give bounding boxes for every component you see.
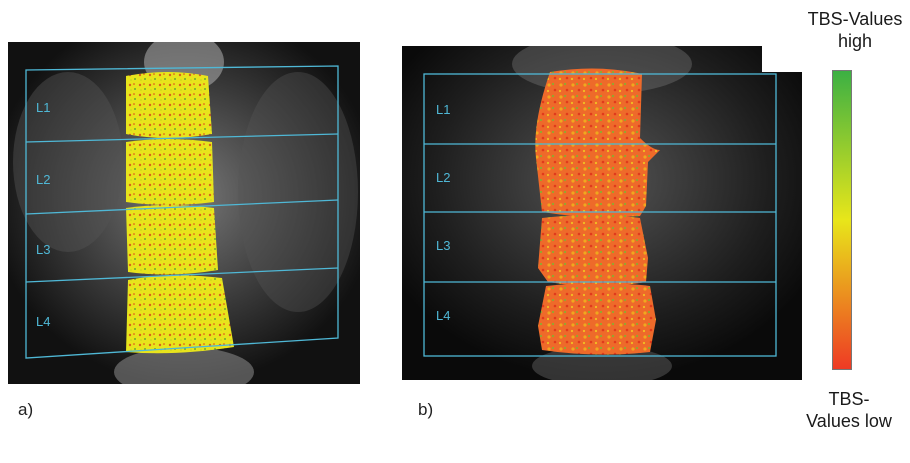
roi-label-l3: L3 [436, 238, 450, 253]
roi-label-l4: L4 [436, 308, 450, 323]
roi-label-l1: L1 [436, 102, 450, 117]
roi-label-l2: L2 [436, 170, 450, 185]
panel-label-b: b) [418, 400, 434, 419]
roi-label-l2: L2 [36, 172, 50, 187]
tbs-color-scale [832, 70, 852, 370]
scan-image-a: L1 L2 L3 L4 [8, 42, 360, 384]
scan-image-b: L1 L2 L3 L4 [402, 46, 802, 380]
legend-high-label: TBS-Values high [807, 9, 903, 51]
roi-label-l4: L4 [36, 314, 50, 329]
panel-label-a: a) [18, 400, 34, 419]
roi-label-l3: L3 [36, 242, 50, 257]
scan-panel-b: L1 L2 L3 L4 [402, 46, 802, 380]
scan-panel-a: L1 L2 L3 L4 [8, 42, 360, 384]
roi-label-l1: L1 [36, 100, 50, 115]
legend-low-label: TBS-Values low [806, 389, 892, 431]
